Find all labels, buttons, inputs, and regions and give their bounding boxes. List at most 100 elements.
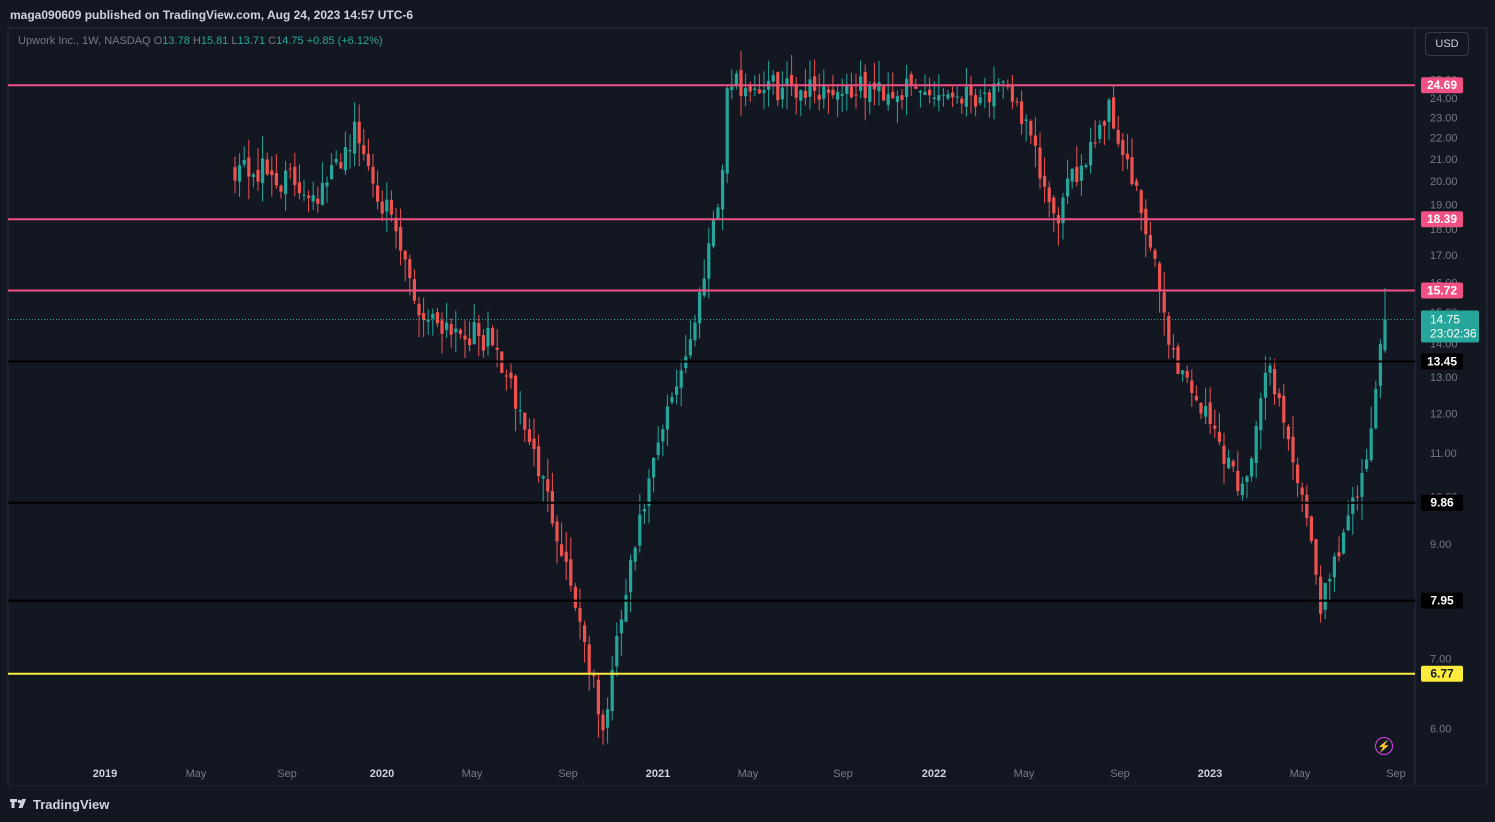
candle-body — [780, 87, 784, 100]
candle-body — [642, 508, 646, 512]
candle-body — [1006, 86, 1010, 88]
last-price-label: 14.75 — [1430, 313, 1460, 327]
candle-body — [445, 322, 449, 330]
candle-body — [698, 292, 702, 324]
bar-countdown-label: 23:02:36 — [1430, 327, 1477, 341]
candle-body — [1052, 197, 1056, 214]
x-tick-label: May — [738, 768, 759, 780]
legend-open-value: 13.78 — [162, 35, 190, 47]
candle-body — [831, 89, 835, 96]
x-tick-label: May — [1014, 768, 1035, 780]
currency-button[interactable]: USD — [1425, 32, 1469, 56]
candle-body — [895, 96, 899, 102]
candle-body — [527, 429, 531, 443]
candle-body — [1360, 472, 1364, 497]
candle-body — [1263, 372, 1267, 398]
candle-body — [826, 89, 830, 93]
candle-body — [1323, 582, 1327, 610]
candle-body — [1250, 458, 1254, 477]
level-price-tag — [1421, 665, 1463, 682]
candle-body — [725, 88, 729, 174]
candle-body — [900, 95, 904, 100]
candle-body — [256, 169, 260, 182]
candle-body — [1070, 168, 1074, 182]
legend-change: +0.85 (+6.12%) — [306, 35, 383, 47]
legend-close-label: C — [268, 35, 277, 47]
y-tick-label: 7.00 — [1430, 654, 1451, 666]
candle-body — [1167, 316, 1171, 345]
candle-body — [1273, 369, 1277, 395]
candle-body — [1066, 178, 1070, 197]
candle-body — [288, 168, 292, 170]
x-tick-label: Sep — [1386, 768, 1406, 780]
candle-body — [587, 644, 591, 674]
candle-body — [550, 491, 554, 524]
candle-body — [928, 89, 932, 96]
tradingview-logo[interactable]: TradingView — [10, 797, 109, 812]
level-price-label: 9.86 — [1430, 496, 1454, 510]
candle-body — [270, 170, 274, 176]
candle-body — [836, 91, 840, 100]
candle-body — [868, 85, 872, 102]
candle-body — [1369, 428, 1373, 461]
candle-body — [1222, 445, 1226, 464]
candle-body — [265, 159, 269, 175]
legend-low-label: L — [231, 35, 238, 47]
candle-body — [688, 339, 692, 356]
candle-body — [320, 182, 324, 205]
candle-body — [1010, 86, 1014, 102]
candle-body — [679, 370, 683, 388]
candle-body — [1024, 119, 1028, 121]
candle-body — [1314, 539, 1318, 575]
candle-body — [238, 165, 242, 182]
tradingview-logo-icon — [10, 798, 26, 808]
candle-body — [1286, 426, 1290, 440]
candle-body — [1093, 142, 1097, 144]
level-price-label: 13.45 — [1427, 354, 1457, 368]
candle-body — [1135, 180, 1139, 186]
candle-body — [1029, 120, 1033, 136]
bottom-bar — [0, 786, 1495, 822]
chart-area[interactable] — [8, 28, 1487, 786]
candle-body — [932, 97, 936, 100]
candle-body — [918, 90, 922, 93]
candle-body — [969, 85, 973, 96]
candle-body — [757, 89, 761, 94]
candle-body — [1061, 197, 1065, 224]
candle-body — [661, 429, 665, 442]
x-tick-label: 2019 — [93, 768, 117, 780]
candle-body — [343, 147, 347, 171]
y-tick-label: 17.00 — [1430, 250, 1458, 262]
candle-body — [371, 166, 375, 184]
candle-body — [877, 82, 881, 92]
candle-body — [803, 90, 807, 98]
candle-body — [293, 166, 297, 186]
candle-body — [541, 476, 545, 479]
candle-body — [822, 85, 826, 99]
candle-body — [951, 92, 955, 98]
flash-icon[interactable]: ⚡ — [1375, 737, 1393, 755]
candle-body — [1116, 129, 1120, 144]
price-chart[interactable]: 6.007.008.009.0010.0011.0012.0013.0014.0… — [0, 0, 1495, 786]
candle-body — [633, 547, 637, 562]
candle-body — [790, 74, 794, 87]
candle-body — [1075, 166, 1079, 183]
candle-body — [385, 199, 389, 212]
candle-body — [1089, 142, 1093, 166]
level-price-label: 6.77 — [1430, 667, 1454, 681]
candle-body — [1107, 99, 1111, 122]
candle-body — [1319, 576, 1323, 614]
candle-body — [615, 636, 619, 667]
candle-body — [1153, 250, 1157, 259]
candle-body — [1217, 431, 1221, 442]
candle-body — [1328, 578, 1332, 582]
candle-body — [546, 479, 550, 492]
candle-body — [362, 145, 366, 155]
candle-body — [1383, 319, 1387, 351]
candle-body — [840, 93, 844, 96]
candle-body — [1015, 101, 1019, 103]
candle-body — [417, 303, 421, 316]
candle-body — [941, 94, 945, 96]
candle-body — [596, 679, 600, 715]
candle-body — [905, 78, 909, 98]
